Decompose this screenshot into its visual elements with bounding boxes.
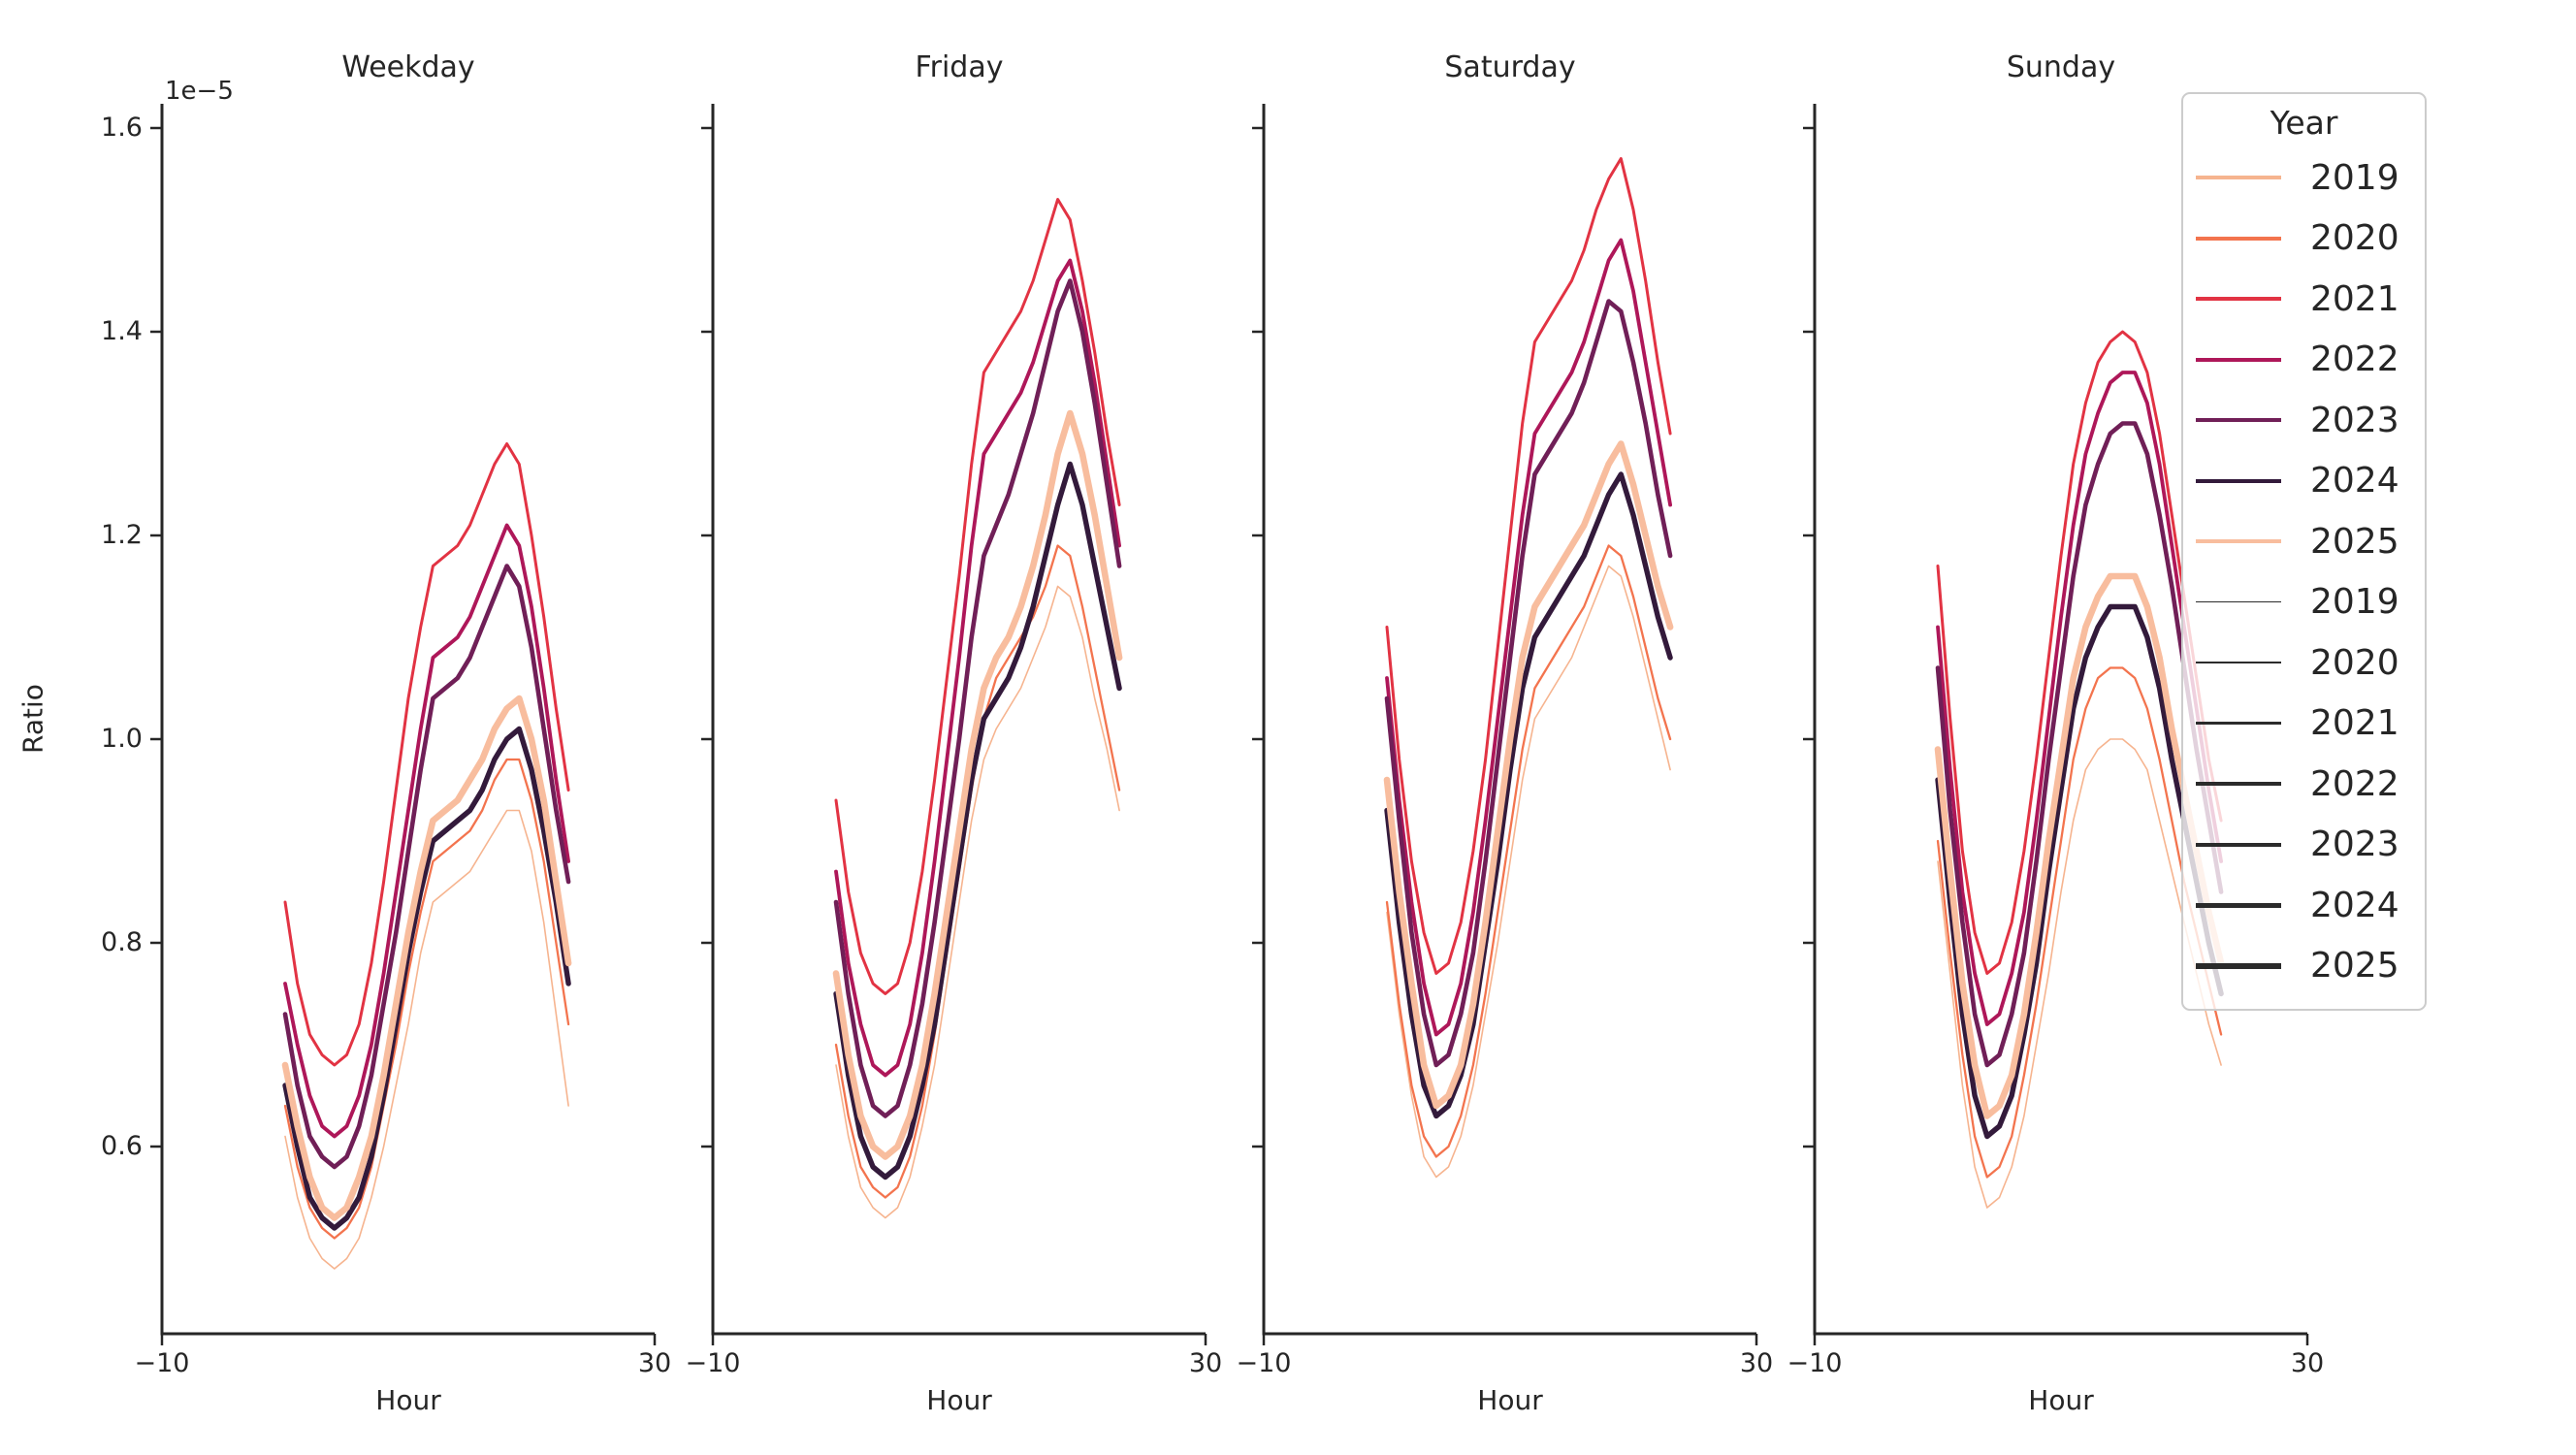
line-sunday-2022	[1936, 371, 2224, 1026]
y-axis-offset-text: 1e−5	[165, 77, 234, 106]
legend: Year 2019 2020 2021 2022 2023 2024 2025 2019 202…	[2181, 92, 2427, 1011]
x-axis-label-saturday: Hour	[1477, 1384, 1543, 1416]
legend-entry-label: 2019	[2310, 582, 2399, 623]
legend-entry-size-2023: 2023	[2183, 815, 2425, 876]
y-axis-label: Ratio	[16, 684, 49, 754]
legend-entry-label: 2022	[2310, 340, 2399, 380]
legend-entry-color-2021: 2021	[2183, 269, 2425, 330]
legend-entry-size-2022: 2022	[2183, 754, 2425, 815]
line-friday-2025	[832, 409, 1123, 1160]
line-weekday-2019	[284, 809, 569, 1270]
legend-line-swatch	[2196, 297, 2281, 302]
line-saturday-2024	[1384, 471, 1673, 1119]
y-tick-label: 1.4	[101, 316, 143, 346]
legend-entry-label: 2021	[2310, 278, 2399, 319]
line-friday-2020	[834, 544, 1121, 1199]
x-axis-label-weekday: Hour	[375, 1384, 441, 1416]
legend-entry-size-2021: 2021	[2183, 694, 2425, 755]
legend-entry-label: 2019	[2310, 157, 2399, 198]
line-weekday-2023	[282, 564, 571, 1170]
y-tick-label: 1.2	[101, 520, 143, 550]
line-sunday-2025	[1934, 572, 2225, 1119]
line-saturday-2022	[1385, 238, 1672, 1037]
line-friday-2019	[835, 585, 1120, 1219]
line-saturday-2020	[1385, 544, 1672, 1158]
line-saturday-2019	[1386, 565, 1671, 1179]
y-tick-label: 1.6	[101, 113, 143, 143]
legend-line-swatch	[2196, 601, 2281, 603]
line-friday-2022	[834, 258, 1121, 1078]
x-tick-label-saturday: −10	[1236, 1348, 1292, 1378]
legend-line-swatch	[2196, 902, 2281, 908]
y-tick-label: 0.6	[101, 1131, 143, 1161]
line-weekday-2021	[283, 442, 570, 1067]
legend-entry-color-2024: 2024	[2183, 451, 2425, 512]
line-weekday-2025	[281, 695, 572, 1221]
y-tick-label: 0.8	[101, 927, 143, 957]
line-sunday-2020	[1936, 666, 2223, 1179]
legend-line-swatch	[2196, 478, 2281, 483]
legend-entry-color-2019: 2019	[2183, 147, 2425, 209]
x-tick-label-friday: 30	[1188, 1348, 1223, 1378]
subplot-title-friday: Friday	[915, 50, 1004, 84]
legend-entry-color-2025: 2025	[2183, 511, 2425, 572]
legend-line-swatch	[2196, 842, 2281, 847]
line-friday-2023	[833, 278, 1122, 1118]
line-saturday-2021	[1385, 157, 1672, 975]
legend-line-swatch	[2196, 782, 2281, 787]
x-axis-label-friday: Hour	[926, 1384, 992, 1416]
legend-line-swatch	[2196, 418, 2281, 423]
legend-entry-label: 2020	[2310, 218, 2399, 259]
line-saturday-2025	[1383, 440, 1674, 1110]
legend-entry-size-2020: 2020	[2183, 632, 2425, 694]
legend-entry-label: 2020	[2310, 642, 2399, 683]
line-friday-2021	[834, 198, 1121, 995]
legend-entry-size-2019: 2019	[2183, 572, 2425, 633]
legend-entry-size-2025: 2025	[2183, 936, 2425, 997]
legend-entry-label: 2023	[2310, 400, 2399, 440]
legend-entry-label: 2024	[2310, 885, 2399, 925]
legend-line-swatch	[2196, 962, 2281, 969]
legend-entry-size-2024: 2024	[2183, 875, 2425, 936]
legend-entry-label: 2025	[2310, 946, 2399, 986]
x-tick-label-sunday: −10	[1787, 1348, 1843, 1378]
legend-entry-label: 2022	[2310, 763, 2399, 804]
line-saturday-2023	[1384, 299, 1673, 1068]
line-sunday-2023	[1935, 421, 2224, 1068]
line-sunday-2021	[1936, 330, 2223, 975]
y-tick-label: 1.0	[101, 724, 143, 754]
x-tick-label-sunday: 30	[2290, 1348, 2325, 1378]
subplot-title-saturday: Saturday	[1444, 50, 1576, 84]
line-weekday-2020	[283, 758, 570, 1240]
x-tick-label-friday: −10	[685, 1348, 741, 1378]
x-axis-label-sunday: Hour	[2028, 1384, 2094, 1416]
legend-entry-color-2022: 2022	[2183, 330, 2425, 391]
line-weekday-2024	[282, 726, 571, 1231]
legend-entry-label: 2025	[2310, 521, 2399, 562]
line-sunday-2019	[1937, 738, 2222, 1209]
x-tick-label-weekday: 30	[637, 1348, 672, 1378]
legend-line-swatch	[2196, 539, 2281, 544]
line-weekday-2022	[283, 523, 570, 1139]
legend-line-swatch	[2196, 357, 2281, 362]
line-sunday-2024	[1935, 603, 2224, 1140]
legend-entry-label: 2024	[2310, 461, 2399, 501]
subplot-title-weekday: Weekday	[341, 50, 475, 84]
legend-line-swatch	[2196, 176, 2281, 180]
legend-entry-label: 2021	[2310, 703, 2399, 744]
legend-entries: 2019 2020 2021 2022 2023 2024 2025 2019 2020 2021…	[2183, 147, 2425, 996]
legend-title: Year	[2270, 104, 2338, 142]
legend-line-swatch	[2196, 722, 2281, 726]
x-tick-label-weekday: −10	[134, 1348, 190, 1378]
legend-entry-color-2023: 2023	[2183, 390, 2425, 451]
legend-entry-label: 2023	[2310, 824, 2399, 865]
subplot-title-sunday: Sunday	[2006, 50, 2116, 84]
legend-line-swatch	[2196, 662, 2281, 664]
legend-line-swatch	[2196, 236, 2281, 241]
line-friday-2024	[833, 461, 1122, 1180]
legend-entry-color-2020: 2020	[2183, 209, 2425, 270]
x-tick-label-saturday: 30	[1739, 1348, 1774, 1378]
